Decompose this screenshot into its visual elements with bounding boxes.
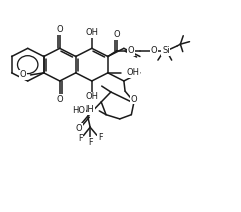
Text: O: O xyxy=(75,124,82,133)
Text: O: O xyxy=(56,25,63,34)
Text: O: O xyxy=(114,30,120,39)
Text: F: F xyxy=(88,138,92,147)
Text: F: F xyxy=(78,134,83,143)
Text: HO: HO xyxy=(73,106,86,114)
Text: NH: NH xyxy=(81,105,94,114)
Text: OH: OH xyxy=(127,68,140,77)
Text: OH: OH xyxy=(85,28,98,37)
Text: F: F xyxy=(98,133,102,142)
Text: O: O xyxy=(128,46,134,55)
Text: OH: OH xyxy=(85,92,98,101)
Text: O: O xyxy=(20,70,27,80)
Text: O: O xyxy=(56,95,63,104)
Text: Si: Si xyxy=(162,46,170,55)
Text: O: O xyxy=(150,46,157,55)
Text: O: O xyxy=(131,95,138,104)
